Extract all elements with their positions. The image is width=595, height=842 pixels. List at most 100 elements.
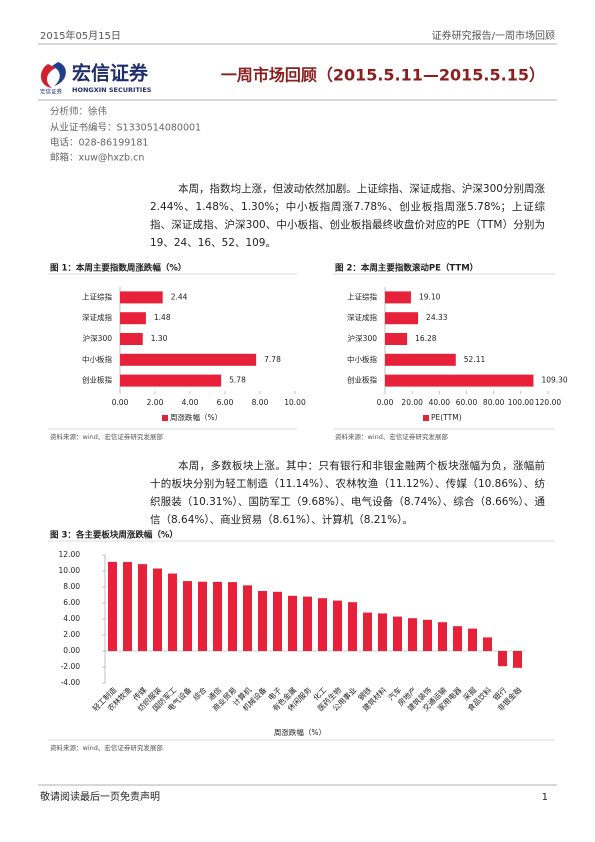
x-tick-label: 0.00 (112, 398, 129, 407)
bar (120, 291, 163, 304)
category-label: 上证综指 (82, 291, 112, 301)
footer-disclaimer: 敬请阅读最后一页免责声明 (40, 790, 160, 803)
bar (498, 651, 507, 667)
y-tick-label: -2.00 (61, 662, 81, 671)
bar (348, 602, 357, 651)
x-tick-label: 100.00 (508, 398, 534, 407)
logo-name: 宏信证券 (72, 62, 149, 85)
logo: 宏信证券 HONGXIN SECURITIES 宏信证券 (40, 62, 152, 96)
x-tick-label: 20.00 (401, 398, 423, 407)
logo-english: HONGXIN SECURITIES (72, 86, 152, 94)
bar (453, 626, 462, 651)
bar (318, 598, 327, 651)
x-tick-label: 10.00 (284, 398, 306, 407)
figure-source: 资料来源：wind、宏信证券研究发展部 (335, 432, 448, 441)
value-label: 24.33 (426, 313, 448, 322)
category-label: 中小板指 (82, 354, 112, 364)
bar (438, 622, 447, 651)
y-tick-label: 6.00 (63, 598, 80, 607)
bar (153, 568, 162, 651)
value-label: 7.78 (264, 355, 281, 364)
bar (183, 581, 192, 651)
bar (513, 651, 522, 668)
bar (120, 374, 222, 387)
header-section: 证券研究报告/一周市场回顾 (432, 29, 555, 42)
bar (108, 561, 117, 651)
legend-swatch (423, 415, 429, 421)
value-label: 109.30 (541, 376, 567, 385)
x-tick-label: 80.00 (483, 398, 505, 407)
bar (385, 291, 411, 304)
bar (228, 582, 237, 651)
bar (120, 312, 146, 325)
paragraph: 本周，指数均上涨，但波动依然加剧。上证综指、深证成指、沪深300分别周涨2.44… (150, 183, 545, 249)
bar (423, 619, 432, 651)
figure-source: 资料来源：wind、宏信证券研究发展部 (50, 432, 163, 441)
x-tick-label: 2.00 (147, 398, 164, 407)
bar (213, 581, 222, 651)
bar (123, 562, 132, 651)
category-label: 深证成指 (347, 312, 377, 322)
analyst-line: 分析师：徐伟 (50, 106, 107, 118)
category-label: 深证成指 (82, 312, 112, 322)
bar (333, 600, 342, 651)
bar (120, 353, 257, 366)
category-label: 创业板指 (82, 375, 112, 385)
value-label: 19.10 (419, 292, 441, 301)
analyst-line: 邮箱：xuw@hxzb.cn (50, 152, 144, 164)
paragraph: 本周，多数板块上涨。其中：只有银行和非银金融两个板块涨幅为负，涨幅前十的板块分别… (150, 460, 545, 526)
bar (385, 374, 534, 387)
y-tick-label: 0.00 (63, 646, 80, 655)
bar (408, 618, 417, 651)
report-title: 一周市场回顾（2015.5.11—2015.5.15） (221, 66, 545, 85)
bar (288, 595, 297, 651)
bar (393, 616, 402, 651)
y-tick-label: 10.00 (59, 566, 81, 575)
category-label: 创业板指 (347, 375, 377, 385)
bar (198, 581, 207, 651)
y-tick-label: 2.00 (63, 630, 80, 639)
value-label: 2.44 (171, 292, 188, 301)
category-label: 上证综指 (347, 291, 377, 301)
bar (363, 612, 372, 651)
figure-title: 图 3：各主要板块周涨跌幅（%） (50, 530, 178, 541)
figure-title: 图 2：本周主要指数滚动PE（TTM） (335, 263, 478, 274)
category-label: 中小板指 (347, 354, 377, 364)
bar (378, 613, 387, 651)
legend-label: 周涨跌幅（%） (274, 727, 326, 737)
bar (120, 333, 143, 345)
category-label: 综合 (191, 684, 209, 702)
bar (258, 591, 267, 651)
y-tick-label: 12.00 (59, 550, 81, 559)
x-tick-label: 6.00 (217, 398, 234, 407)
value-label: 52.11 (464, 355, 486, 364)
bar (168, 573, 177, 651)
x-tick-label: 120.00 (535, 398, 561, 407)
legend-label: PE(TTM) (431, 413, 462, 422)
y-tick-label: -4.00 (61, 678, 81, 687)
legend-label: 周涨跌幅（%） (170, 412, 222, 422)
value-label: 1.48 (154, 313, 171, 322)
bar (303, 596, 312, 651)
y-tick-label: 8.00 (63, 582, 80, 591)
x-tick-label: 4.00 (182, 398, 199, 407)
bar (468, 628, 477, 651)
bar (243, 585, 252, 651)
logo-small: 宏信证券 (40, 88, 63, 96)
figure-title: 图 1：本周主要指数周涨跌幅（%） (50, 263, 186, 274)
bar (385, 333, 408, 345)
analyst-line: 电话：028-86199181 (50, 137, 148, 149)
logo-swirl (40, 64, 56, 88)
x-tick-label: 60.00 (456, 398, 478, 407)
bar (385, 353, 456, 366)
value-label: 5.78 (229, 376, 246, 385)
logo-swirl (52, 62, 66, 86)
value-label: 1.30 (151, 334, 168, 343)
page-number: 1 (542, 792, 548, 803)
y-tick-label: 4.00 (63, 614, 80, 623)
legend-swatch (162, 415, 168, 421)
bar (273, 591, 282, 651)
category-label: 沪深300 (348, 333, 378, 343)
analyst-line: 从业证书编号：S1330514080001 (50, 122, 201, 134)
